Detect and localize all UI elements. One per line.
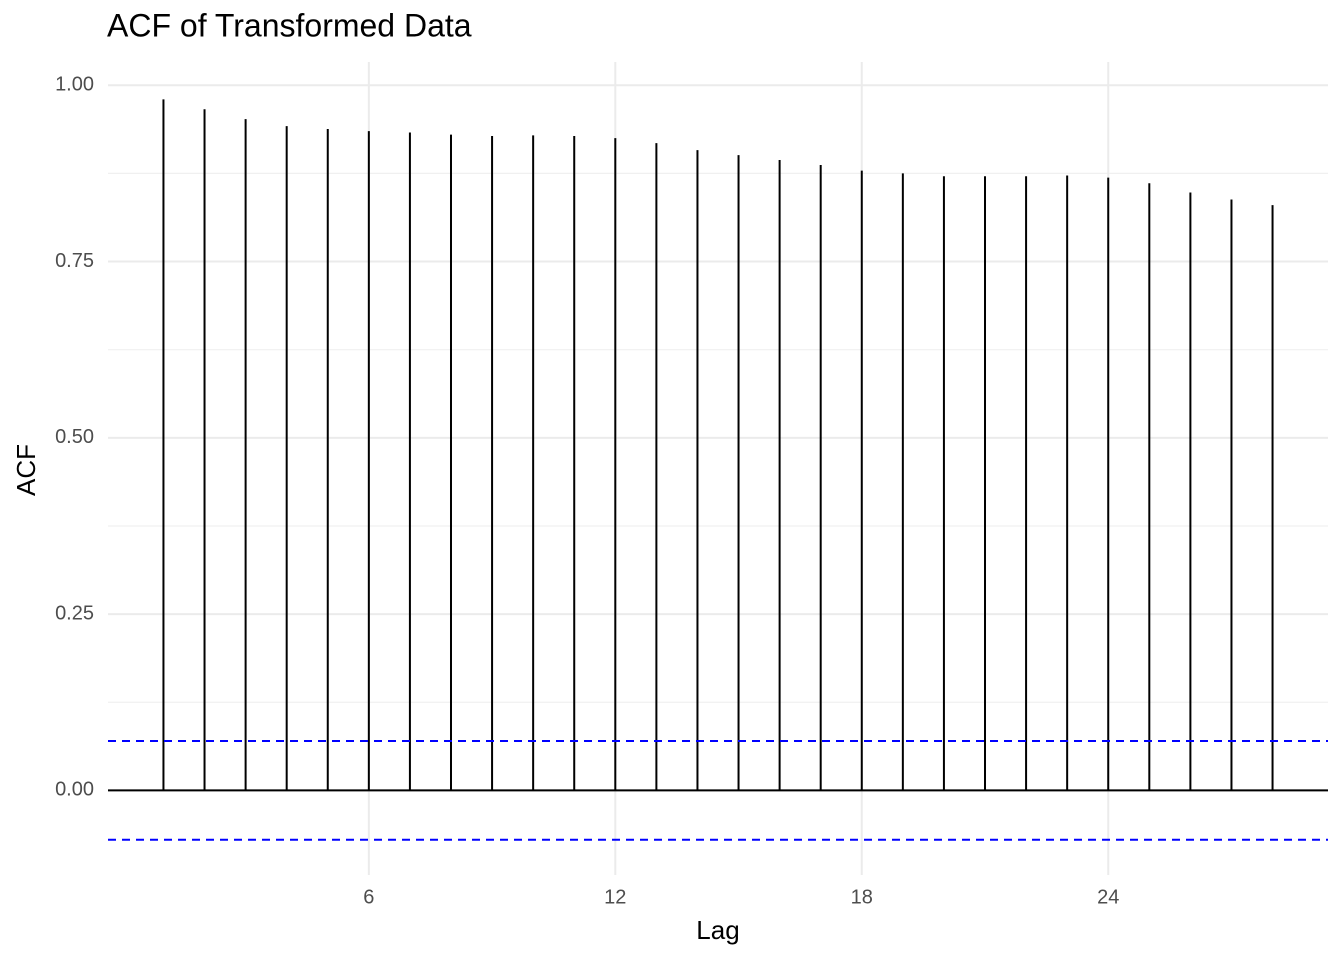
y-tick-label: 1.00 — [55, 74, 94, 96]
x-tick-label: 6 — [363, 886, 374, 908]
y-tick-label: 0.75 — [55, 250, 94, 272]
x-axis-label: Lag — [696, 915, 739, 945]
y-tick-label: 0.25 — [55, 602, 94, 624]
x-tick-label: 12 — [604, 886, 626, 908]
y-axis-label: ACF — [11, 444, 41, 496]
y-tick-label: 0.00 — [55, 779, 94, 801]
y-tick-label: 0.50 — [55, 426, 94, 448]
x-tick-label: 18 — [851, 886, 873, 908]
x-tick-label: 24 — [1097, 886, 1119, 908]
chart-title: ACF of Transformed Data — [107, 7, 472, 43]
